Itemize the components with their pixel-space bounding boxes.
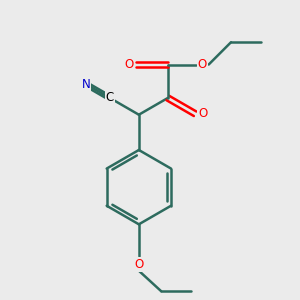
Text: O: O xyxy=(124,58,134,71)
Text: O: O xyxy=(134,258,143,271)
Text: N: N xyxy=(81,78,90,91)
Text: C: C xyxy=(106,92,114,104)
Text: O: O xyxy=(198,58,207,71)
Text: O: O xyxy=(198,107,207,120)
